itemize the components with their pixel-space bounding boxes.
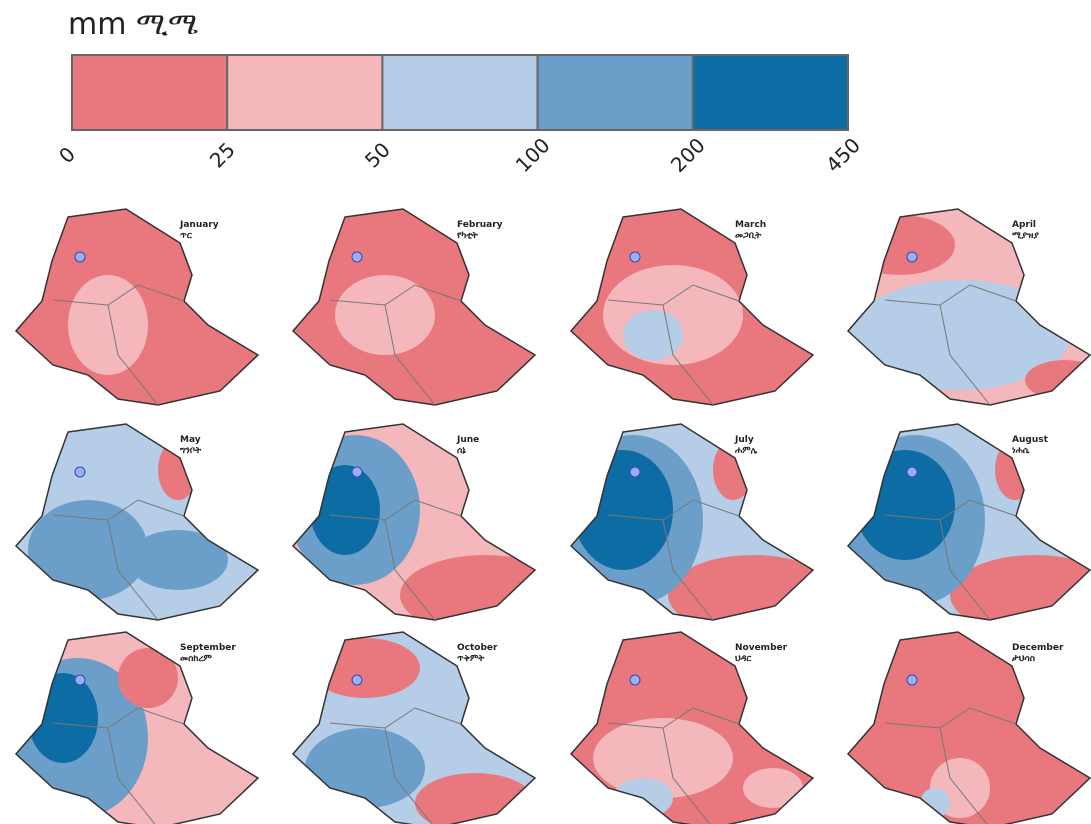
month-label-local: ግንቦት: [180, 446, 202, 456]
rainfall-zones: [8, 632, 258, 824]
month-label-local: መጋቢት: [735, 231, 762, 241]
month-label-local: ህዳር: [735, 654, 752, 664]
legend-swatch: [382, 55, 537, 130]
rainfall-zones: [290, 424, 570, 635]
month-label: October: [457, 643, 498, 653]
legend-title: mm ሚሜ: [68, 7, 198, 42]
lake: [352, 467, 362, 477]
month-label: July: [734, 435, 754, 445]
legend-tick-label: 50: [360, 138, 395, 173]
legend-tick-label: 25: [205, 138, 240, 173]
legend-swatch: [693, 55, 848, 130]
month-label-local: ሚያዝያ: [1012, 231, 1040, 241]
map-figure: mm ሚሜ 02550100200450 JanuaryጥርFebruaryየካ…: [0, 0, 1091, 824]
zone: [743, 768, 803, 808]
zone: [305, 728, 425, 808]
rainfall-zones: [16, 209, 258, 405]
month-label: June: [456, 435, 479, 445]
month-label-local: ሐምሌ: [735, 446, 758, 456]
zone: [845, 215, 955, 275]
zone: [68, 275, 148, 375]
lake: [630, 252, 640, 262]
legend-swatch: [227, 55, 382, 130]
rainfall-zones: [16, 424, 258, 620]
rainfall-zones: [563, 424, 838, 635]
month-label: December: [1012, 643, 1064, 653]
lake: [907, 467, 917, 477]
zone: [128, 530, 228, 590]
zone: [855, 450, 955, 560]
zone: [118, 648, 178, 708]
lake: [75, 675, 85, 685]
month-label: September: [180, 643, 236, 653]
month-label-local: ነሐሴ: [1012, 446, 1030, 456]
month-label: March: [735, 220, 766, 230]
legend: 0 25 50 100 200 450: [54, 55, 865, 177]
maps: JanuaryጥርFebruaryየካቲትMarchመጋቢትAprilሚያዝያM…: [8, 209, 1091, 824]
zone: [310, 638, 420, 698]
lake: [907, 675, 917, 685]
zone: [573, 450, 673, 570]
month-label-local: ጥር: [180, 231, 193, 241]
month-map: Decemberታህሳስ: [848, 632, 1090, 824]
legend-tick-label: 200: [666, 133, 710, 177]
zone: [920, 788, 950, 818]
lake: [907, 252, 917, 262]
rainfall-zones: [293, 209, 535, 405]
month-label: November: [735, 643, 788, 653]
rainfall-zones: [571, 632, 813, 824]
month-label-local: ጥቅምት: [457, 654, 485, 664]
month-label: January: [179, 220, 219, 230]
legend-tick-label: 450: [821, 133, 865, 177]
zone: [28, 673, 98, 763]
legend-swatch: [538, 55, 693, 130]
zone: [623, 310, 683, 360]
month-label-local: መስከረም: [180, 654, 212, 664]
lake: [630, 467, 640, 477]
lake: [75, 252, 85, 262]
rainfall-zones: [293, 632, 535, 824]
legend-tick-label: 0: [54, 142, 80, 168]
zone: [400, 555, 570, 635]
month-label-local: ታህሳስ: [1012, 654, 1036, 664]
legend-swatch: [72, 55, 227, 130]
lake: [630, 675, 640, 685]
month-label: May: [180, 435, 201, 445]
legend-tick-label: 100: [511, 133, 555, 177]
lake: [352, 252, 362, 262]
month-label-local: ሰኔ: [457, 446, 466, 456]
month-label: February: [457, 220, 503, 230]
rainfall-zones: [848, 632, 1090, 824]
rainfall-zones: [571, 209, 813, 405]
month-label: April: [1012, 220, 1036, 230]
month-label-local: የካቲት: [457, 230, 479, 241]
lake: [75, 467, 85, 477]
lake: [352, 675, 362, 685]
month-label: August: [1012, 435, 1049, 445]
month-map: Januaryጥር: [16, 209, 258, 405]
rainfall-zones: [845, 209, 1091, 405]
